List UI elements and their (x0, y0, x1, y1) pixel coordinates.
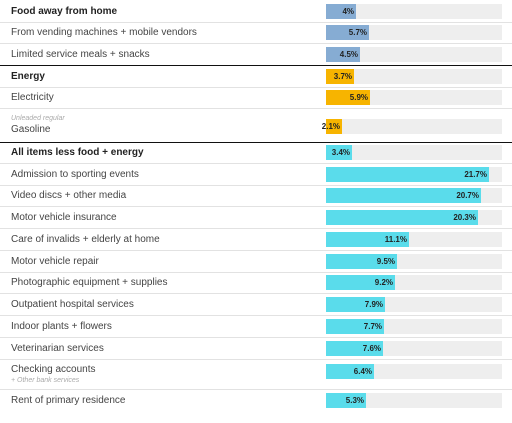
row-sublabel: + Other bank services (11, 377, 80, 384)
bar-track (326, 90, 502, 105)
bar-value-label: 9.2% (374, 278, 393, 287)
row-label: Food away from home (11, 6, 118, 17)
row-label: Energy (11, 71, 45, 82)
bar-value-label: 20.3% (453, 213, 476, 222)
row-sublabel: Unleaded regular (11, 115, 65, 122)
row-divider (0, 163, 512, 164)
bar-track (326, 47, 502, 62)
bar-value-label: 4.5% (339, 50, 358, 59)
row-label: Outpatient hospital services (11, 299, 134, 310)
row-divider (0, 108, 512, 109)
bar (326, 25, 369, 40)
row-label: Photographic equipment + supplies (11, 277, 168, 288)
bar-value-label: 3.4% (331, 148, 350, 157)
bar (326, 119, 342, 134)
bar-value-label: 3.7% (333, 72, 352, 81)
row-label: All items less food + energy (11, 147, 144, 158)
group-divider (0, 142, 512, 143)
bar-value-label: 7.6% (362, 344, 381, 353)
row-label: Limited service meals + snacks (11, 49, 150, 60)
bar-value-label: 5.3% (345, 396, 364, 405)
bar-value-label: 21.7% (464, 170, 487, 179)
group-divider (0, 65, 512, 66)
bar-value-label: 5.9% (349, 93, 368, 102)
row-label: Checking accounts (11, 364, 96, 375)
bar (326, 188, 481, 203)
row-divider (0, 359, 512, 360)
bar-track (326, 119, 502, 134)
row-divider (0, 206, 512, 207)
row-label: Care of invalids + elderly at home (11, 234, 160, 245)
bar-value-label: 6.4% (353, 367, 372, 376)
bar-track (326, 145, 502, 160)
row-label: Rent of primary residence (11, 395, 126, 406)
bar-track (326, 69, 502, 84)
bar (326, 393, 366, 408)
row-label: Gasoline (11, 124, 51, 135)
row-label: Indoor plants + flowers (11, 321, 112, 332)
row-label: From vending machines + mobile vendors (11, 27, 197, 38)
bar (326, 145, 352, 160)
bar (326, 47, 360, 62)
bar (326, 319, 384, 334)
bar (326, 167, 489, 182)
row-divider (0, 228, 512, 229)
row-divider (0, 250, 512, 251)
row-divider (0, 315, 512, 316)
bar-value-label: 2.1% (321, 122, 340, 131)
bar-value-label: 11.1% (384, 235, 407, 244)
row-divider (0, 43, 512, 44)
bar-track (326, 393, 502, 408)
bar (326, 297, 385, 312)
bar (326, 275, 395, 290)
bar-value-label: 7.7% (363, 322, 382, 331)
row-label: Video discs + other media (11, 190, 127, 201)
row-divider (0, 293, 512, 294)
bar (326, 232, 409, 247)
row-label: Veterinarian services (11, 343, 104, 354)
bar (326, 90, 370, 105)
row-label: Motor vehicle repair (11, 256, 99, 267)
bar-track (326, 25, 502, 40)
bar-value-label: 20.7% (456, 191, 479, 200)
bar (326, 364, 374, 379)
bar-track (326, 4, 502, 19)
bar (326, 254, 397, 269)
row-divider (0, 22, 512, 23)
bar-value-label: 7.9% (364, 300, 383, 309)
bar (326, 69, 354, 84)
row-divider (0, 272, 512, 273)
bar (326, 341, 383, 356)
row-label: Admission to sporting events (11, 169, 139, 180)
bar-value-label: 4% (342, 7, 354, 16)
bar (326, 4, 356, 19)
row-divider (0, 337, 512, 338)
row-divider (0, 185, 512, 186)
row-label: Electricity (11, 92, 54, 103)
row-divider (0, 389, 512, 390)
bar-value-label: 9.5% (376, 257, 395, 266)
bar-value-label: 5.7% (348, 28, 367, 37)
row-divider (0, 87, 512, 88)
bar (326, 210, 478, 225)
row-label: Motor vehicle insurance (11, 212, 117, 223)
